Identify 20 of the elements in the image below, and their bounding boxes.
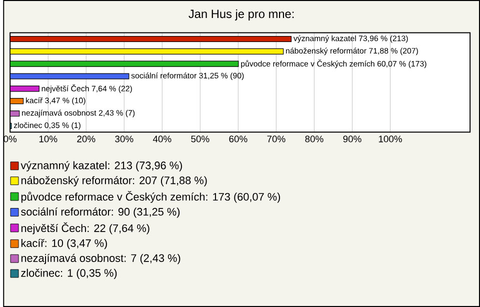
legend-label: zločinec: 1 (0,35 %) <box>21 268 117 279</box>
x-tick-label: 20% <box>77 136 96 142</box>
x-tick-label: 40% <box>152 136 172 142</box>
x-tick-label: 0% <box>4 136 17 142</box>
x-tick-label: 50% <box>191 136 210 142</box>
x-tick-label: 70% <box>267 136 286 142</box>
legend-label: sociální reformátor: 90 (31,25 %) <box>21 207 180 218</box>
legend-label: původce reformace v Českých zemích: 173 (60,07 %) <box>21 191 280 203</box>
legend-label: náboženský reformátor: 207 (71,88 %) <box>21 176 207 186</box>
x-tick-label: 90% <box>343 136 362 142</box>
x-tick-label: 80% <box>305 136 324 142</box>
x-tick-label: 100% <box>378 136 402 142</box>
x-tick-label: 60% <box>229 136 248 142</box>
legend-label: nezajímavá osobnost: 7 (2,43 %) <box>21 254 180 264</box>
x-tick-label: 30% <box>115 136 134 142</box>
legend-label: největší Čech: 22 (7,64 %) <box>21 222 150 234</box>
chart-title: Jan Hus je pro mne: <box>188 9 294 20</box>
legend-label: kacíř: 10 (3,47 %) <box>21 238 107 250</box>
legend-label: významný kazatel: 213 (73,96 %) <box>20 161 182 172</box>
x-tick-label: 10% <box>39 136 58 142</box>
